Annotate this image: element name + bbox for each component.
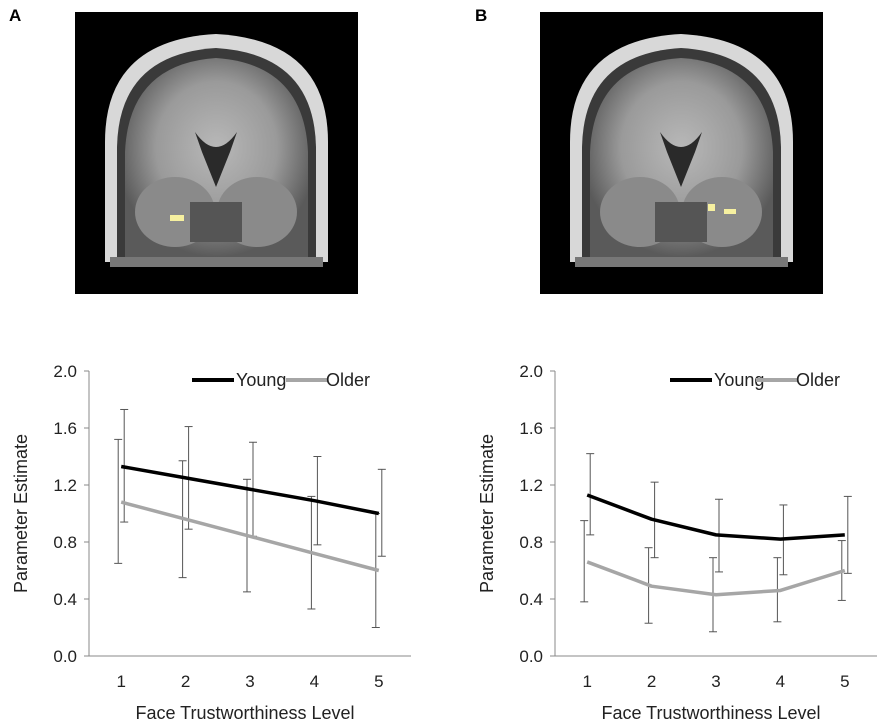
- chart-b-y-tick-label: 2.0: [519, 362, 543, 381]
- line-chart-a: 0.0 0.4 0.8 1.2 1.6 2.0 1 2 3 4 5 Face Trustworthin…: [11, 362, 411, 723]
- chart-a-x-tick-label: 3: [245, 672, 254, 691]
- chart-a-x-axis-label: Face Trustworthiness Level: [135, 703, 354, 723]
- chart-a-y-tick-label: 1.2: [53, 476, 77, 495]
- chart-a-x-tick-label: 4: [310, 672, 319, 691]
- chart-b-x-tick-label: 5: [840, 672, 849, 691]
- chart-a-x-tick-label: 1: [116, 672, 125, 691]
- chart-b-y-axis-label: Parameter Estimate: [477, 434, 497, 593]
- chart-b-x-tick-label: 2: [647, 672, 656, 691]
- chart-b-y-tick-label: 1.6: [519, 419, 543, 438]
- line-chart-b: 0.0 0.4 0.8 1.2 1.6 2.0 1 2 3 4 5 Face Trustworthin…: [477, 362, 877, 723]
- chart-a-y-axis-label: Parameter Estimate: [11, 434, 31, 593]
- chart-b-y-tick-label: 0.4: [519, 590, 543, 609]
- chart-a-y-tick-label: 2.0: [53, 362, 77, 381]
- panel-letter-b: B: [475, 6, 488, 25]
- chart-a-y-tick-label: 1.6: [53, 419, 77, 438]
- chart-a-series-young-line: [120, 464, 380, 516]
- chart-b-series-young-line: [586, 493, 845, 541]
- chart-b-legend-young-label: Young: [714, 370, 764, 390]
- chart-b-legend-older-label: Older: [796, 370, 840, 390]
- chart-a-x-tick-label: 2: [181, 672, 190, 691]
- chart-a-y-tick-label: 0.4: [53, 590, 77, 609]
- chart-a-legend-young-label: Young: [236, 370, 286, 390]
- chart-a-legend-older-label: Older: [326, 370, 370, 390]
- chart-b-x-axis-label: Face Trustworthiness Level: [601, 703, 820, 723]
- chart-b-y-tick-label: 0.0: [519, 647, 543, 666]
- chart-a-series-older-line: [120, 500, 380, 573]
- brain-scan-graphic-a: [75, 12, 358, 294]
- chart-a-y-tick-label: 0.8: [53, 533, 77, 552]
- chart-b-series-older-line: [586, 560, 846, 597]
- chart-b-y-tick-label: 1.2: [519, 476, 543, 495]
- chart-a-x-tick-label: 5: [374, 672, 383, 691]
- chart-b-x-tick-label: 3: [711, 672, 720, 691]
- panel-letter-a: A: [9, 6, 22, 25]
- chart-b-x-tick-label: 1: [582, 672, 591, 691]
- brain-scan-image-b: [540, 12, 823, 294]
- chart-b-y-tick-label: 0.8: [519, 533, 543, 552]
- chart-a-y-tick-label: 0.0: [53, 647, 77, 666]
- brain-scan-graphic-b: [540, 12, 823, 294]
- brain-scan-image-a: [75, 12, 358, 294]
- chart-b-x-tick-label: 4: [776, 672, 785, 691]
